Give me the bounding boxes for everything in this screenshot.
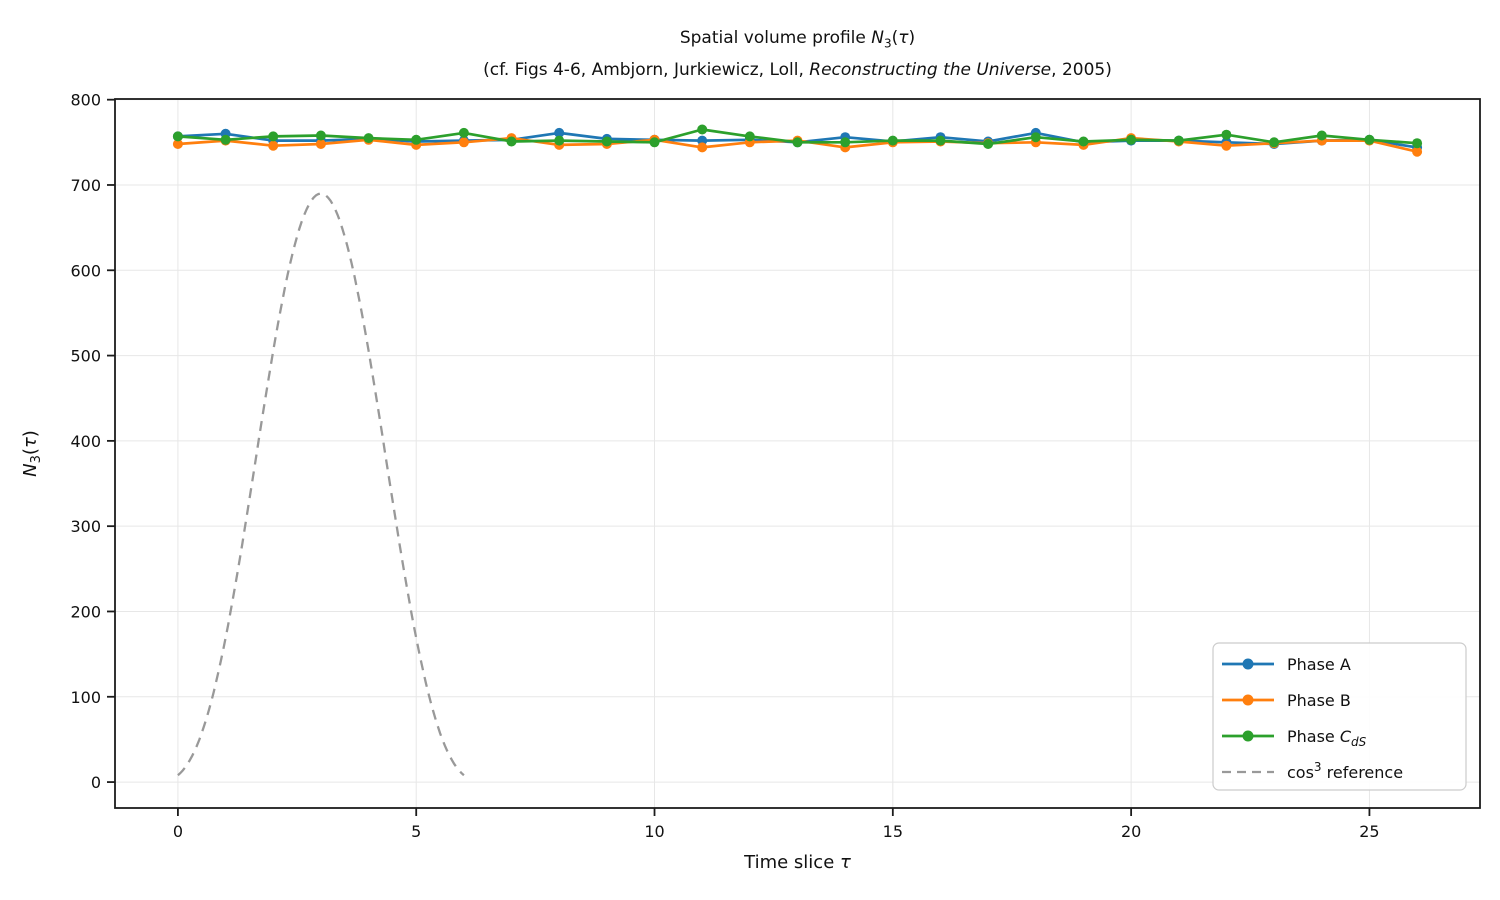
title-text: Spatial volume profile	[679, 28, 872, 48]
data-point-phase-b	[1412, 146, 1423, 157]
data-point-phase-c-ds	[601, 136, 612, 147]
title-math-n: N	[871, 28, 884, 48]
y-tick-label: 400	[70, 432, 101, 451]
legend-sample-marker	[1242, 730, 1254, 742]
legend-label: Phase B	[1287, 691, 1351, 710]
y-axis-label: N3(τ)	[20, 430, 44, 477]
legend-label: Phase A	[1287, 655, 1351, 674]
data-point-phase-c-ds	[792, 137, 803, 148]
data-point-phase-c-ds	[649, 137, 660, 148]
x-tick-label: 20	[1121, 822, 1141, 841]
data-point-phase-c-ds	[315, 130, 326, 141]
x-tick-label: 25	[1359, 822, 1379, 841]
legend-item-cos3-reference: cos3 reference	[1222, 760, 1403, 782]
data-point-phase-c-ds	[1126, 134, 1137, 145]
legend-sample-marker	[1242, 694, 1254, 706]
x-tick-label: 10	[644, 822, 664, 841]
data-point-phase-b	[458, 137, 469, 148]
data-point-phase-a	[554, 127, 565, 138]
y-tick-label: 100	[70, 688, 101, 707]
data-point-phase-c-ds	[1412, 138, 1423, 149]
reference-curve	[177, 192, 465, 777]
x-axis-label: Time slice τ	[743, 852, 851, 873]
subtitle-text: (cf. Figs 4-6, Ambjorn, Jurkiewicz, Loll…	[483, 60, 810, 80]
data-point-phase-c-ds	[1173, 135, 1184, 146]
data-point-phase-c-ds	[268, 131, 279, 142]
data-point-phase-b	[268, 140, 279, 151]
legend-sample-marker	[1242, 658, 1254, 670]
data-point-phase-b	[697, 142, 708, 153]
tick-labels: 0 5 10 15 20 25 0 100 200 300 400 500 600 700 800	[70, 91, 1379, 841]
data-point-phase-b	[315, 139, 326, 149]
y-tick-label: 0	[91, 773, 101, 792]
data-point-phase-c-ds	[458, 127, 469, 138]
chart-title: Spatial volume profile N3(τ)	[115, 22, 1480, 54]
data-point-phase-c-ds	[744, 131, 755, 142]
data-point-phase-c-ds	[1364, 134, 1375, 145]
chart-subtitle: (cf. Figs 4-6, Ambjorn, Jurkiewicz, Loll…	[115, 54, 1480, 86]
x-tick-label: 0	[173, 822, 183, 841]
ticks	[107, 98, 1371, 816]
data-point-phase-b	[1221, 140, 1232, 151]
subtitle-book-title: Reconstructing the Universe	[809, 60, 1052, 80]
title-paren-close: )	[908, 28, 916, 48]
grid	[115, 99, 1480, 808]
y-tick-label: 700	[70, 176, 101, 195]
y-tick-label: 800	[70, 91, 101, 110]
data-point-phase-c-ds	[1078, 136, 1089, 147]
legend-item-phase-cds: Phase CdS	[1222, 727, 1367, 749]
legend-label: Phase CdS	[1287, 727, 1367, 749]
series-phase-c-ds	[172, 124, 1423, 149]
data-point-phase-c-ds	[363, 133, 374, 144]
data-point-phase-c-ds	[887, 135, 898, 146]
y-tick-label: 600	[70, 261, 101, 280]
data-point-phase-c-ds	[1316, 130, 1327, 141]
title-math-sub: 3	[883, 36, 892, 51]
title-math-tau: τ	[898, 28, 909, 48]
legend-item-phase-a: Phase A	[1222, 655, 1351, 674]
data-point-phase-c-ds	[983, 139, 994, 149]
y-tick-label: 200	[70, 602, 101, 621]
data-point-phase-c-ds	[172, 131, 183, 142]
data-point-phase-c-ds	[1221, 129, 1232, 140]
title-block: Spatial volume profile N3(τ) (cf. Figs 4…	[115, 22, 1480, 86]
legend-box	[1212, 642, 1467, 791]
data-point-phase-c-ds	[1269, 137, 1280, 148]
data-point-phase-c-ds	[506, 136, 517, 147]
subtitle-year: , 2005)	[1051, 60, 1112, 80]
data-point-phase-c-ds	[1030, 132, 1041, 143]
legend-label: cos3 reference	[1287, 760, 1403, 782]
data-point-phase-c-ds	[554, 135, 565, 146]
data-point-phase-c-ds	[935, 135, 946, 146]
y-tick-label: 300	[70, 517, 101, 536]
data-point-phase-c-ds	[411, 134, 422, 145]
data-point-phase-b	[172, 139, 183, 149]
data-point-phase-c-ds	[840, 137, 851, 148]
y-tick-label: 500	[70, 347, 101, 366]
data-point-phase-c-ds	[220, 134, 231, 145]
title-paren-open: (	[891, 28, 899, 48]
legend: Phase A Phase B Phase CdS cos3 reference	[1212, 642, 1467, 791]
legend-item-phase-b: Phase B	[1222, 691, 1351, 710]
data-point-phase-c-ds	[697, 124, 708, 135]
x-tick-label: 5	[411, 822, 421, 841]
axes-frame	[114, 98, 1481, 809]
x-tick-label: 15	[883, 822, 903, 841]
